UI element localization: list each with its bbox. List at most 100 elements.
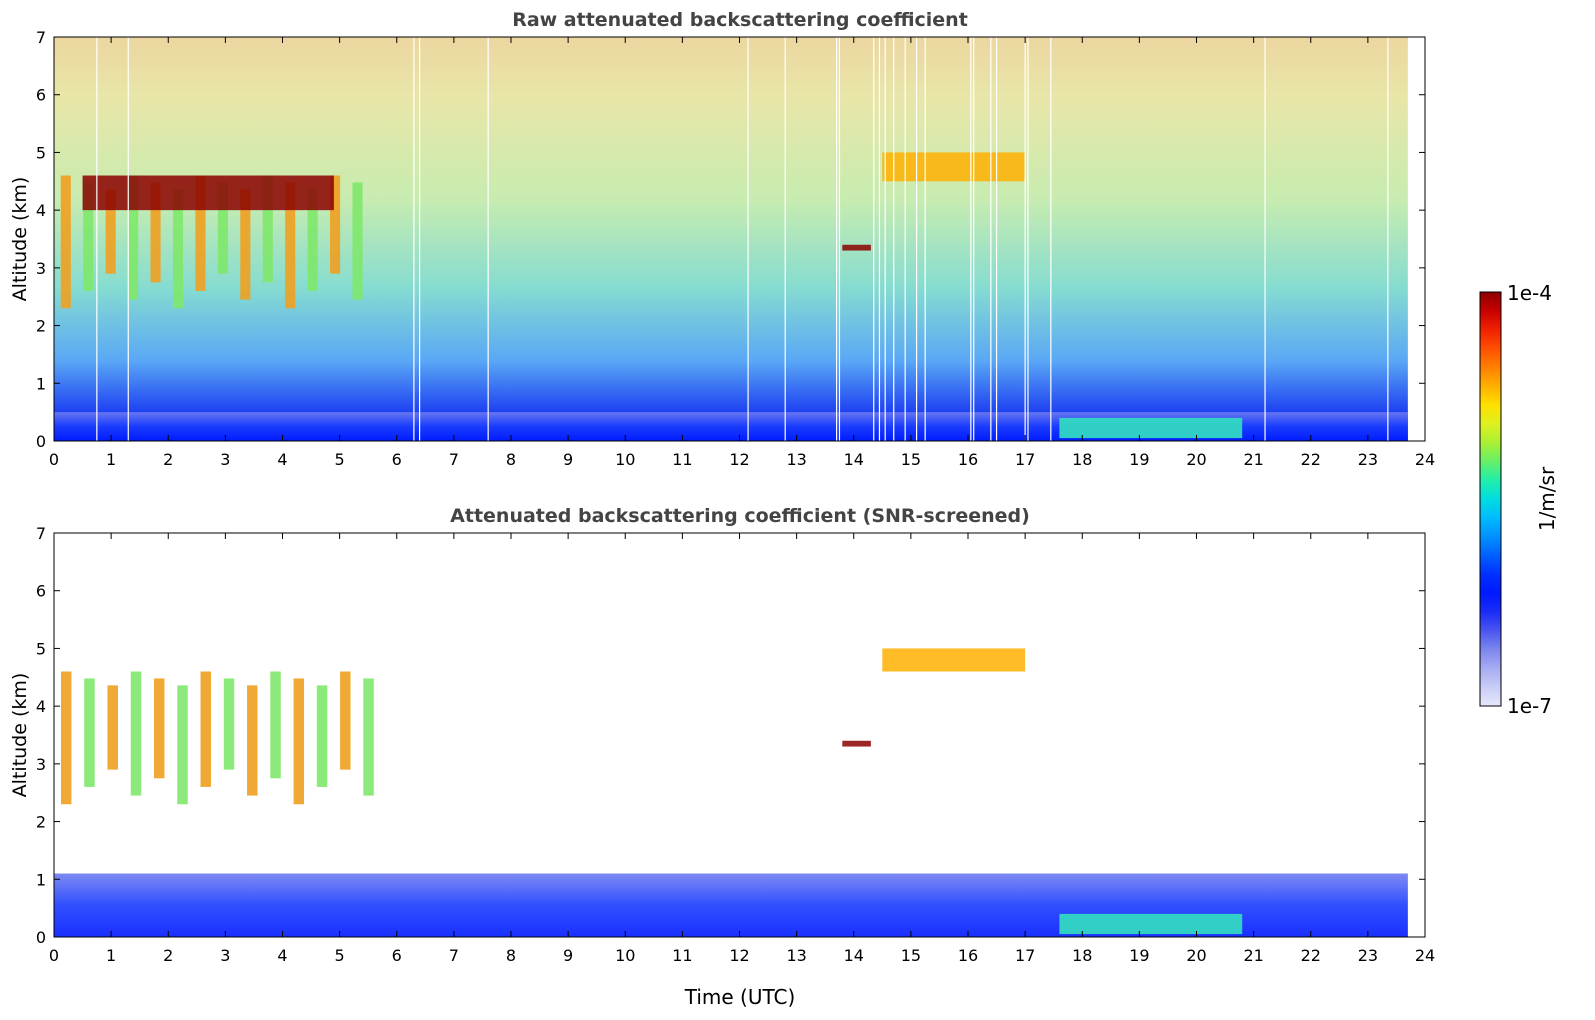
y-tick-label: 0 bbox=[36, 928, 46, 947]
chart-title: Attenuated backscattering coefficient (S… bbox=[450, 505, 1030, 527]
x-tick-label: 7 bbox=[449, 946, 459, 965]
x-tick-label: 20 bbox=[1186, 450, 1206, 469]
x-tick-label: 11 bbox=[672, 946, 692, 965]
x-tick-label: 5 bbox=[335, 946, 345, 965]
x-tick-label: 22 bbox=[1301, 450, 1321, 469]
x-tick-label: 8 bbox=[506, 450, 516, 469]
x-tick-label: 1 bbox=[106, 946, 116, 965]
x-tick-label: 0 bbox=[49, 450, 59, 469]
cloud-streak bbox=[340, 671, 351, 770]
cloud-streak bbox=[60, 671, 72, 805]
colorbar-max-label: 1e-4 bbox=[1507, 281, 1552, 305]
cloud-streak bbox=[150, 182, 161, 283]
y-tick-label: 5 bbox=[36, 639, 46, 658]
x-tick-label: 3 bbox=[220, 946, 230, 965]
cloud-streak bbox=[130, 671, 142, 796]
y-tick-label: 2 bbox=[36, 813, 46, 832]
x-tick-label: 5 bbox=[335, 450, 345, 469]
cloud-streak bbox=[293, 678, 305, 805]
y-tick-label: 4 bbox=[36, 697, 46, 716]
x-tick-label: 3 bbox=[220, 450, 230, 469]
x-tick-label: 11 bbox=[672, 450, 692, 469]
cloud-streak bbox=[217, 182, 228, 274]
y-tick-label: 0 bbox=[36, 432, 46, 451]
cloud-streak bbox=[105, 189, 116, 274]
y-axis-label: Altitude (km) bbox=[9, 673, 31, 798]
feature-low-level-aerosol bbox=[1059, 913, 1243, 935]
x-tick-label: 24 bbox=[1415, 450, 1435, 469]
x-tick-label: 16 bbox=[958, 450, 978, 469]
x-tick-label: 0 bbox=[49, 946, 59, 965]
x-tick-label: 21 bbox=[1243, 450, 1263, 469]
y-tick-label: 7 bbox=[36, 28, 46, 47]
x-tick-label: 10 bbox=[615, 946, 635, 965]
x-tick-label: 8 bbox=[506, 946, 516, 965]
x-tick-label: 14 bbox=[844, 450, 864, 469]
plot-area: 0 1 2 3 4 5 6 7 8 9 10 11 12 13 14 15 16 17 18 19 20 21 22 23 24… bbox=[36, 524, 1435, 965]
feature-small-cloud bbox=[842, 244, 871, 251]
y-tick-label: 1 bbox=[36, 870, 46, 889]
x-tick-label: 14 bbox=[844, 946, 864, 965]
x-tick-label: 1 bbox=[106, 450, 116, 469]
cloud-streak bbox=[262, 175, 273, 283]
y-tick-label: 1 bbox=[36, 374, 46, 393]
x-axis-label: Time (UTC) bbox=[684, 985, 796, 1009]
snr-screened-panel: Attenuated backscattering coefficient (S… bbox=[9, 505, 1435, 1009]
x-tick-label: 15 bbox=[901, 450, 921, 469]
cloud-streak bbox=[172, 189, 184, 309]
x-tick-label: 23 bbox=[1358, 450, 1378, 469]
cloud-streak bbox=[195, 175, 206, 291]
colorbar: 1e-4 1e-7 1/m/sr bbox=[1479, 281, 1559, 718]
x-tick-label: 10 bbox=[615, 450, 635, 469]
feature-cloud-top-layer bbox=[82, 175, 334, 211]
feature-small-cloud bbox=[842, 740, 871, 747]
y-tick-label: 4 bbox=[36, 201, 46, 220]
cloud-streak bbox=[84, 678, 95, 787]
x-tick-label: 24 bbox=[1415, 946, 1435, 965]
y-tick-label: 2 bbox=[36, 317, 46, 336]
cloud-streak bbox=[285, 182, 296, 309]
cloud-streak bbox=[107, 685, 118, 770]
x-tick-label: 12 bbox=[729, 450, 749, 469]
cloud-streak bbox=[200, 671, 211, 787]
x-tick-label: 22 bbox=[1301, 946, 1321, 965]
chart-title: Raw attenuated backscattering coefficien… bbox=[512, 9, 968, 31]
signal-field bbox=[54, 37, 1408, 441]
x-tick-label: 2 bbox=[163, 946, 173, 965]
cloud-streak bbox=[270, 671, 281, 779]
cloud-streak bbox=[330, 175, 341, 274]
colorbar-min-label: 1e-7 bbox=[1507, 694, 1552, 718]
x-tick-label: 17 bbox=[1015, 946, 1035, 965]
x-tick-label: 2 bbox=[163, 450, 173, 469]
cloud-streak bbox=[316, 685, 328, 787]
cloud-streak bbox=[352, 182, 363, 300]
x-tick-label: 23 bbox=[1358, 946, 1378, 965]
x-tick-label: 19 bbox=[1129, 946, 1149, 965]
cloud-streak bbox=[363, 678, 374, 796]
colorbar-scale bbox=[1479, 291, 1502, 707]
x-tick-label: 16 bbox=[958, 946, 978, 965]
x-tick-label: 12 bbox=[729, 946, 749, 965]
y-tick-label: 6 bbox=[36, 582, 46, 601]
x-tick-label: 9 bbox=[563, 946, 573, 965]
colorbar-unit-label: 1/m/sr bbox=[1535, 466, 1559, 531]
y-tick-label: 3 bbox=[36, 259, 46, 278]
feature-elevated-aerosol-layer bbox=[882, 648, 1026, 672]
cloud-streak bbox=[83, 182, 94, 291]
y-tick-label: 6 bbox=[36, 86, 46, 105]
cloud-streak bbox=[154, 678, 165, 779]
x-tick-label: 20 bbox=[1186, 946, 1206, 965]
x-tick-label: 6 bbox=[392, 450, 402, 469]
feature-elevated-aerosol-layer bbox=[882, 152, 1026, 182]
x-tick-label: 15 bbox=[901, 946, 921, 965]
y-tick-label: 3 bbox=[36, 755, 46, 774]
x-tick-label: 9 bbox=[563, 450, 573, 469]
x-tick-label: 6 bbox=[392, 946, 402, 965]
cloud-streak bbox=[223, 678, 235, 770]
cloud-streak bbox=[307, 189, 318, 291]
x-tick-label: 18 bbox=[1072, 450, 1092, 469]
cloud-streak bbox=[60, 175, 71, 309]
x-tick-label: 19 bbox=[1129, 450, 1149, 469]
y-axis-label: Altitude (km) bbox=[9, 177, 31, 302]
